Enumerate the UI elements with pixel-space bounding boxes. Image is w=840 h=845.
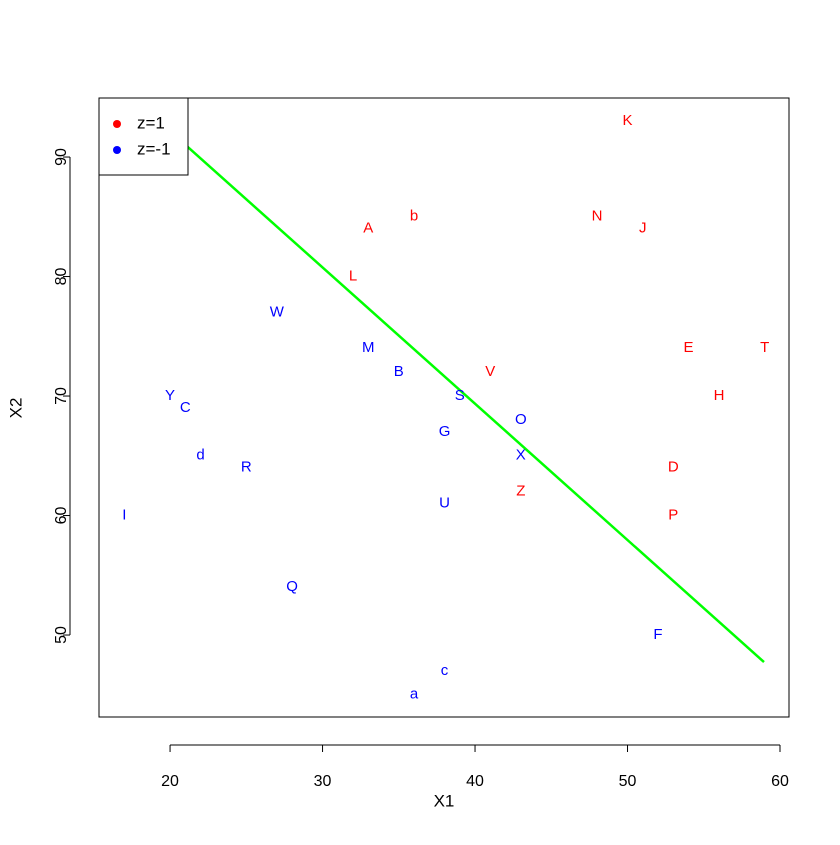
point-label: a [410, 686, 419, 703]
plot-frame [98, 97, 790, 718]
y-tick-label: 90 [53, 148, 70, 166]
x-tick-label: 50 [619, 773, 637, 790]
y-tick-label: 70 [53, 387, 70, 405]
point-label: M [362, 339, 375, 356]
point-label: P [668, 506, 678, 523]
legend-marker [113, 146, 121, 154]
legend-marker [113, 120, 121, 128]
y-tick-label: 80 [53, 268, 70, 286]
x-axis-label: X1 [434, 791, 455, 810]
point-label: A [363, 220, 373, 237]
point-label: D [668, 459, 679, 476]
separating-line [132, 98, 765, 663]
point-label: H [714, 387, 725, 404]
y-axis-label: X2 [6, 398, 25, 419]
point-label: Q [286, 578, 298, 595]
point-label: J [639, 220, 647, 237]
point-label: N [592, 208, 603, 225]
point-label: C [180, 399, 191, 416]
point-label: S [455, 387, 465, 404]
point-label: Y [165, 387, 175, 404]
y-tick-label: 60 [53, 507, 70, 525]
point-label: E [684, 339, 694, 356]
x-tick-label: 20 [161, 773, 179, 790]
x-tick-label: 30 [314, 773, 332, 790]
point-label: Z [516, 483, 525, 500]
point-label: c [441, 662, 449, 679]
point-label: O [515, 411, 527, 428]
y-tick-label: 50 [53, 626, 70, 644]
point-label: W [270, 303, 285, 320]
point-label: F [653, 626, 662, 643]
point-label: U [439, 495, 450, 512]
point-label: G [439, 423, 451, 440]
point-label: B [394, 363, 404, 380]
point-label: R [241, 459, 252, 476]
point-label: K [623, 112, 633, 129]
x-tick-label: 60 [771, 773, 789, 790]
point-label: X [516, 447, 526, 464]
point-label: b [410, 208, 418, 225]
legend-box [98, 97, 189, 176]
point-label: T [760, 339, 769, 356]
point-label: I [122, 506, 126, 523]
legend-label: z=1 [137, 113, 165, 132]
point-label: V [485, 363, 495, 380]
point-label: d [196, 447, 204, 464]
legend-label: z=-1 [137, 139, 171, 158]
point-label: L [349, 267, 357, 284]
x-tick-label: 40 [466, 773, 484, 790]
